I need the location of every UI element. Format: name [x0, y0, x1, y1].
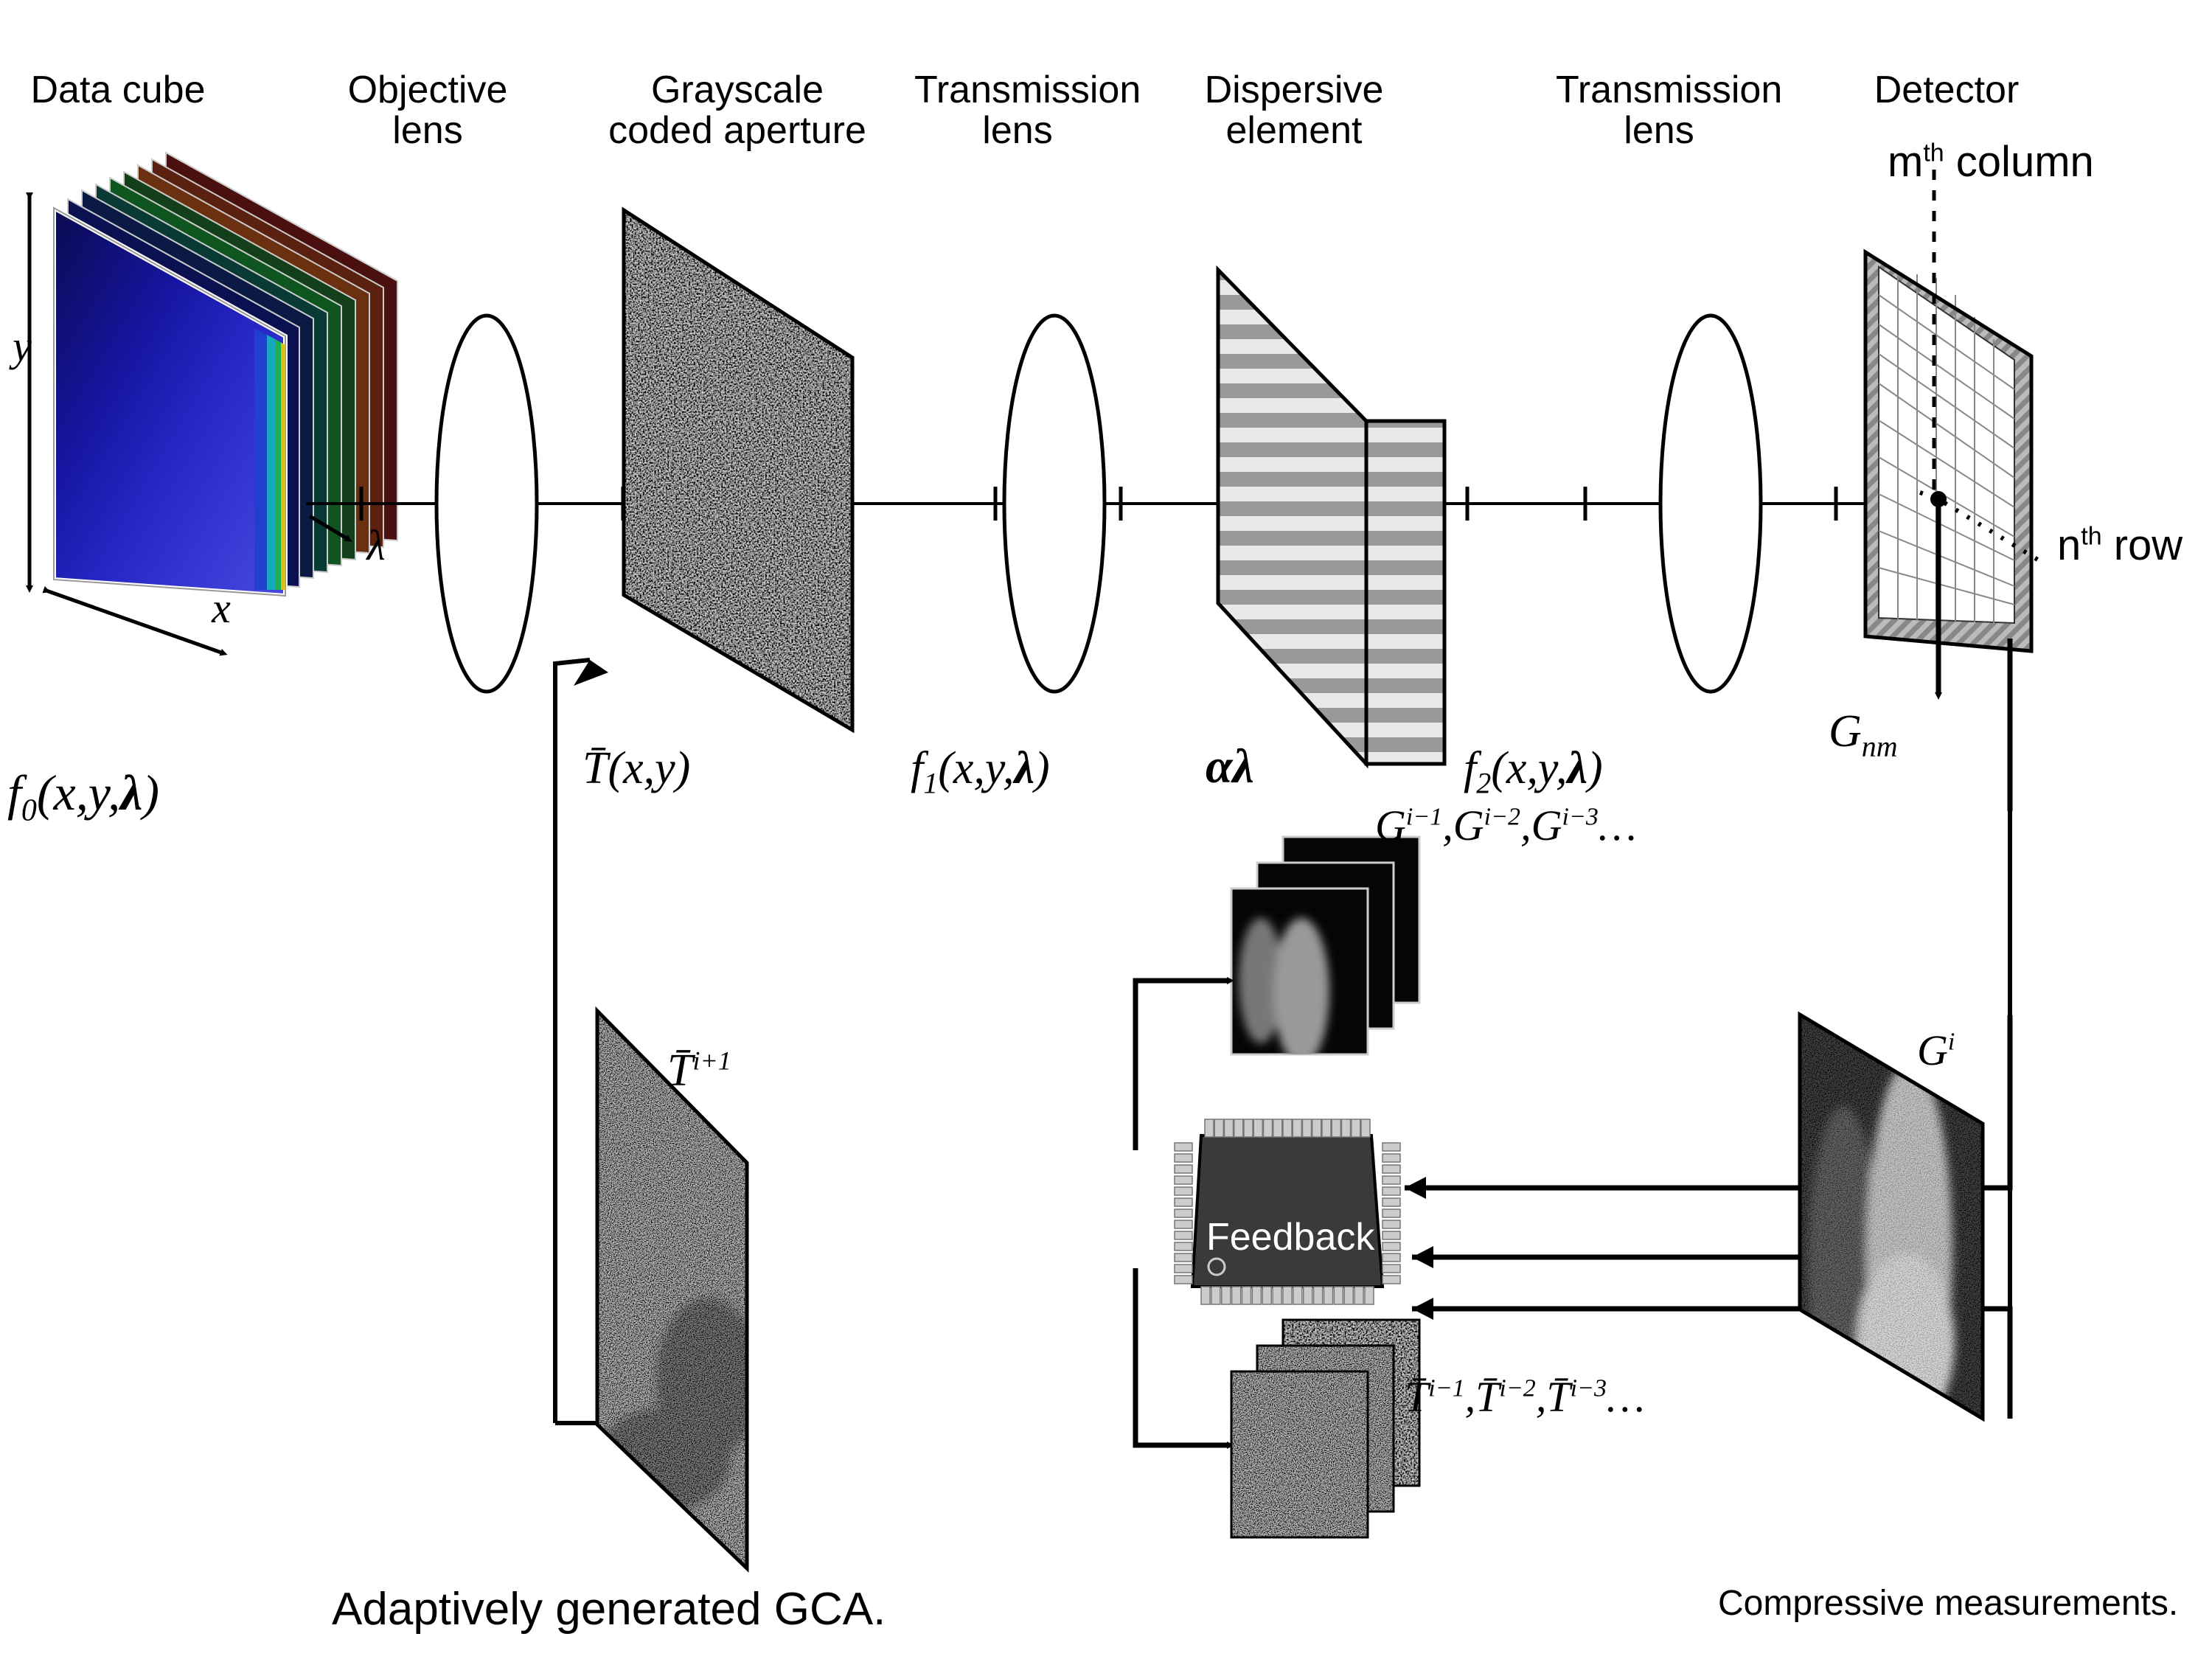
- svg-text:Feedback: Feedback: [1206, 1216, 1375, 1259]
